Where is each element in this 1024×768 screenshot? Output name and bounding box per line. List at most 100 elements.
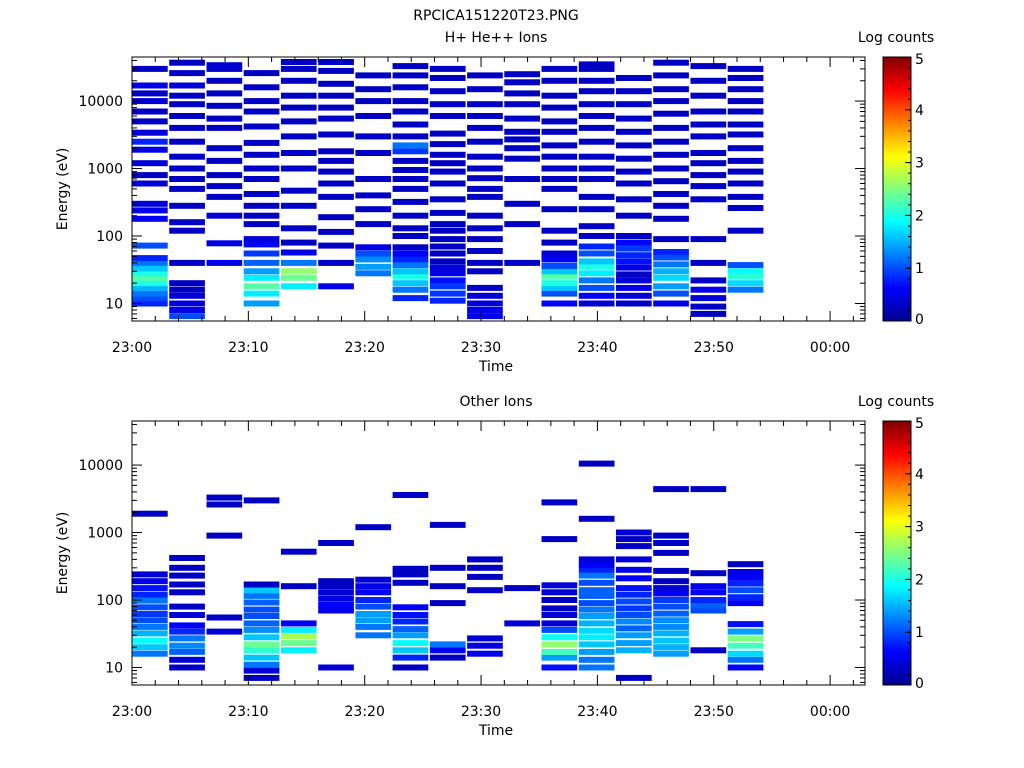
heatmap-cell — [243, 613, 280, 619]
heatmap-cell — [467, 113, 503, 119]
heatmap-cell — [169, 165, 205, 172]
heatmap-cell — [653, 86, 689, 93]
figure-title: RPCICA151220T23.PNG — [413, 8, 578, 24]
heatmap-cell — [653, 283, 689, 290]
colorbar-tick-label: 3 — [915, 156, 924, 172]
heatmap-cell — [541, 284, 578, 291]
heatmap-cell — [541, 597, 578, 603]
heatmap-cell — [280, 633, 317, 640]
heatmap-cell — [727, 561, 764, 568]
heatmap-cell — [243, 139, 280, 146]
heatmap-cell — [169, 642, 205, 649]
heatmap-cell — [616, 196, 652, 203]
heatmap-cell — [541, 256, 578, 263]
heatmap-cell — [467, 564, 503, 571]
heatmap-cell — [429, 258, 466, 265]
heatmap-cell — [169, 113, 205, 119]
heatmap-cell — [727, 65, 764, 72]
heatmap-cell — [578, 65, 615, 72]
heatmap-cell — [243, 268, 280, 275]
heatmap-cell — [318, 148, 354, 155]
heatmap-cell — [392, 571, 429, 578]
heatmap-cell — [355, 133, 392, 140]
heatmap-cell — [169, 101, 205, 108]
heatmap-cell — [467, 153, 503, 160]
heatmap-cell — [392, 579, 429, 586]
x-tick-label: 23:00 — [112, 340, 152, 356]
heatmap-cell — [690, 647, 727, 654]
heatmap-cell — [318, 283, 354, 290]
heatmap-cell — [243, 283, 280, 290]
heatmap-cell — [169, 70, 205, 77]
heatmap-cell — [243, 212, 280, 219]
heatmap-cell — [653, 610, 689, 617]
heatmap-cell — [541, 620, 578, 627]
heatmap-cell — [578, 566, 615, 573]
heatmap-cell — [243, 202, 280, 209]
y-tick-label: 10 — [105, 660, 123, 676]
heatmap-cell — [318, 664, 354, 671]
colorbar-tick-label: 5 — [915, 52, 924, 68]
heatmap-cell — [690, 92, 727, 99]
heatmap-cell — [132, 630, 168, 637]
heatmap-cell — [578, 153, 615, 160]
heatmap-cell — [578, 579, 615, 586]
heatmap-cell — [616, 591, 652, 598]
heatmap-cell — [467, 307, 503, 313]
heatmap-cell — [243, 250, 280, 257]
heatmap-cell — [541, 626, 578, 633]
heatmap-cell — [318, 92, 354, 99]
heatmap-cell — [355, 150, 392, 156]
y-tick-label: 1000 — [87, 526, 123, 542]
heatmap-cell — [690, 259, 727, 266]
heatmap-cell — [243, 661, 280, 668]
heatmap-cell — [243, 176, 280, 182]
heatmap-cell — [429, 75, 466, 81]
heatmap-cell — [132, 290, 168, 297]
heatmap-cell — [243, 300, 280, 307]
heatmap-cell — [727, 580, 764, 587]
heatmap-cell — [392, 108, 429, 115]
heatmap-cell — [169, 307, 205, 313]
colorbar-tick-label: 4 — [915, 467, 924, 483]
heatmap-cell — [690, 286, 727, 293]
heatmap-cell — [467, 175, 503, 182]
heatmap-cell — [429, 270, 466, 277]
heatmap-cell — [541, 142, 578, 149]
heatmap-cell — [690, 486, 727, 493]
heatmap-cell — [280, 283, 317, 290]
heatmap-cell — [169, 555, 205, 561]
heatmap-cell — [355, 192, 392, 199]
heatmap-cell — [318, 242, 354, 249]
heatmap-cell — [280, 104, 317, 111]
heatmap-cell — [578, 592, 615, 599]
heatmap-cell — [392, 250, 429, 257]
heatmap-cell — [206, 494, 243, 501]
heatmap-cell — [653, 300, 689, 307]
colorbar-ticks: 0 1 2 3 4 5 — [905, 416, 924, 692]
heatmap-cell — [504, 155, 540, 162]
heatmap-cell — [169, 622, 205, 629]
heatmap-cell — [578, 206, 615, 213]
heatmap-cell — [578, 641, 615, 648]
heatmap-cell — [132, 274, 168, 281]
heatmap-cell — [727, 594, 764, 601]
y-tick-label: 100 — [96, 229, 123, 245]
heatmap-cell — [616, 543, 652, 550]
heatmap-cell — [243, 123, 280, 130]
heatmap-cell — [243, 274, 280, 281]
heatmap-cell — [169, 589, 205, 596]
heatmap-cell — [169, 138, 205, 145]
heatmap-cell — [429, 113, 466, 119]
heatmap-cell — [690, 108, 727, 115]
heatmap-cell — [169, 313, 205, 320]
heatmap-cell — [727, 86, 764, 93]
heatmap-cell — [727, 650, 764, 657]
heatmap-cell — [616, 239, 652, 246]
heatmap-cell — [429, 141, 466, 148]
heatmap-cell — [355, 72, 392, 79]
heatmap-cell — [541, 262, 578, 269]
heatmap-cell — [392, 268, 429, 275]
heatmap-cell — [541, 589, 578, 596]
heatmap-cell — [429, 151, 466, 158]
